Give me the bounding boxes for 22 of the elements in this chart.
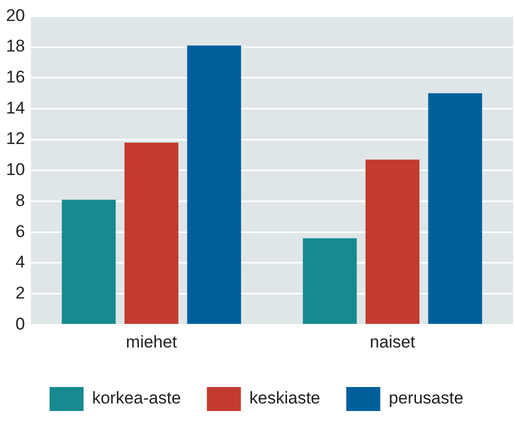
bar xyxy=(62,200,116,324)
y-tick-label: 14 xyxy=(6,98,25,118)
legend-label: korkea-aste xyxy=(92,388,181,408)
bar xyxy=(428,93,482,324)
y-tick-label: 10 xyxy=(6,160,25,180)
bar xyxy=(302,238,357,324)
y-tick-label: 0 xyxy=(15,314,25,334)
y-tick-label: 8 xyxy=(15,190,25,210)
x-tick-label: naiset xyxy=(370,332,416,352)
bar xyxy=(366,160,420,324)
y-tick-label: 12 xyxy=(6,129,25,148)
y-tick-label: 20 xyxy=(6,6,25,25)
x-tick-label: miehet xyxy=(126,332,178,352)
y-tick-label: 4 xyxy=(15,252,25,272)
bar xyxy=(124,142,178,324)
y-tick-label: 18 xyxy=(6,36,25,56)
y-tick-label: 16 xyxy=(6,68,25,87)
legend-label: perusaste xyxy=(388,388,464,408)
y-tick-label: 6 xyxy=(15,222,25,241)
y-tick-label: 2 xyxy=(15,283,25,302)
bar xyxy=(187,46,242,324)
legend-label: keskiaste xyxy=(249,388,320,408)
